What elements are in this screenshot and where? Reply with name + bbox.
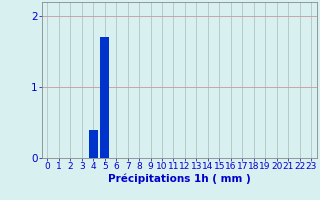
Bar	[89, 130, 98, 158]
X-axis label: Précipitations 1h ( mm ): Précipitations 1h ( mm )	[108, 174, 251, 184]
Bar	[100, 37, 109, 158]
